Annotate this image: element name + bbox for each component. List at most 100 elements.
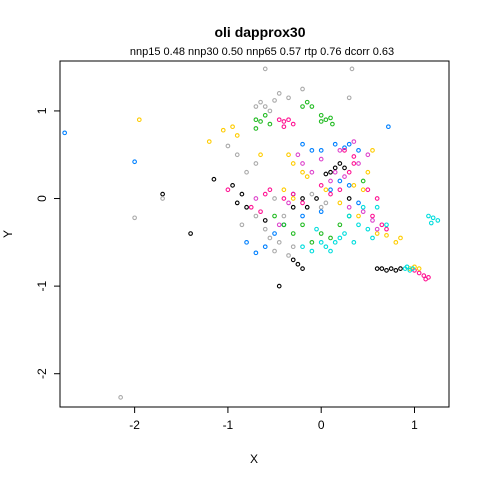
data-point: [258, 209, 263, 215]
data-point: [290, 231, 296, 236]
data-point: [118, 395, 123, 400]
data-point: [426, 213, 431, 219]
data-point: [262, 104, 268, 109]
data-point: [428, 220, 434, 226]
data-point: [346, 95, 352, 101]
plot-frame: [59, 60, 450, 408]
y-tick-label: -1: [35, 280, 49, 291]
data-point: [416, 270, 422, 276]
data-point: [323, 117, 329, 123]
x-tick-label: -2: [129, 418, 140, 432]
data-point: [337, 147, 343, 153]
data-point: [318, 112, 324, 118]
data-point: [398, 235, 403, 241]
data-point: [351, 139, 357, 144]
data-point: [384, 226, 389, 232]
data-point: [272, 196, 277, 201]
data-point: [318, 147, 324, 153]
data-point: [370, 213, 375, 219]
data-point: [328, 169, 333, 175]
data-point: [262, 244, 268, 250]
data-point: [211, 176, 217, 182]
data-point: [365, 187, 371, 193]
data-point: [300, 104, 305, 109]
data-point: [384, 222, 389, 228]
data-point: [244, 239, 249, 245]
data-point: [323, 171, 329, 177]
data-point: [328, 235, 333, 241]
data-point: [276, 117, 282, 123]
data-point: [365, 152, 371, 158]
data-point: [300, 200, 305, 206]
data-point: [351, 183, 357, 188]
data-point: [410, 266, 415, 271]
data-point: [351, 161, 357, 166]
data-point: [258, 99, 263, 105]
data-point: [374, 226, 380, 232]
data-point: [309, 104, 315, 109]
data-point: [286, 95, 291, 101]
data-point: [262, 191, 268, 197]
data-point: [132, 159, 137, 165]
x-tick-label: 1: [411, 418, 418, 432]
data-point: [346, 141, 352, 147]
data-point: [300, 86, 305, 92]
data-point: [276, 283, 282, 289]
data-point: [230, 124, 235, 130]
data-point: [318, 204, 324, 210]
data-point: [351, 239, 357, 245]
data-point: [423, 276, 429, 282]
x-tick-label: 0: [318, 418, 325, 432]
data-point: [309, 248, 315, 254]
data-point: [225, 143, 231, 149]
data-point: [374, 196, 380, 201]
data-point: [290, 121, 296, 127]
data-point: [323, 187, 329, 193]
data-point: [253, 161, 259, 166]
data-point: [337, 200, 343, 206]
points-layer: [62, 66, 441, 400]
data-point: [318, 119, 324, 124]
data-point: [360, 187, 366, 193]
data-point: [337, 187, 343, 193]
data-point: [421, 273, 427, 278]
data-point: [272, 213, 277, 219]
data-point: [384, 268, 389, 273]
data-point: [234, 200, 240, 206]
data-point: [188, 231, 193, 236]
data-point: [281, 187, 287, 193]
data-point: [239, 191, 245, 197]
data-point: [262, 218, 268, 223]
data-point: [309, 169, 315, 175]
data-point: [370, 147, 375, 153]
data-point: [346, 213, 352, 219]
data-point: [374, 231, 380, 236]
data-point: [253, 213, 259, 219]
data-point: [332, 239, 338, 245]
data-point: [349, 66, 355, 72]
data-point: [276, 222, 282, 228]
data-point: [318, 239, 324, 245]
data-point: [332, 141, 338, 147]
data-point: [337, 178, 343, 184]
data-point: [309, 191, 315, 197]
data-point: [234, 152, 240, 158]
data-point: [286, 152, 291, 158]
data-point: [253, 117, 259, 123]
data-point: [379, 266, 385, 271]
data-point: [300, 213, 305, 219]
data-point: [276, 91, 282, 96]
data-point: [244, 204, 249, 210]
data-point: [332, 169, 338, 175]
data-point: [318, 156, 324, 162]
data-point: [374, 266, 380, 271]
data-point: [398, 266, 403, 271]
y-tick-label: -2: [35, 368, 49, 379]
data-point: [356, 147, 361, 153]
y-tick-label: 1: [35, 107, 49, 114]
data-point: [206, 139, 212, 144]
data-point: [230, 183, 235, 188]
data-point: [300, 161, 305, 166]
data-point: [281, 222, 287, 228]
